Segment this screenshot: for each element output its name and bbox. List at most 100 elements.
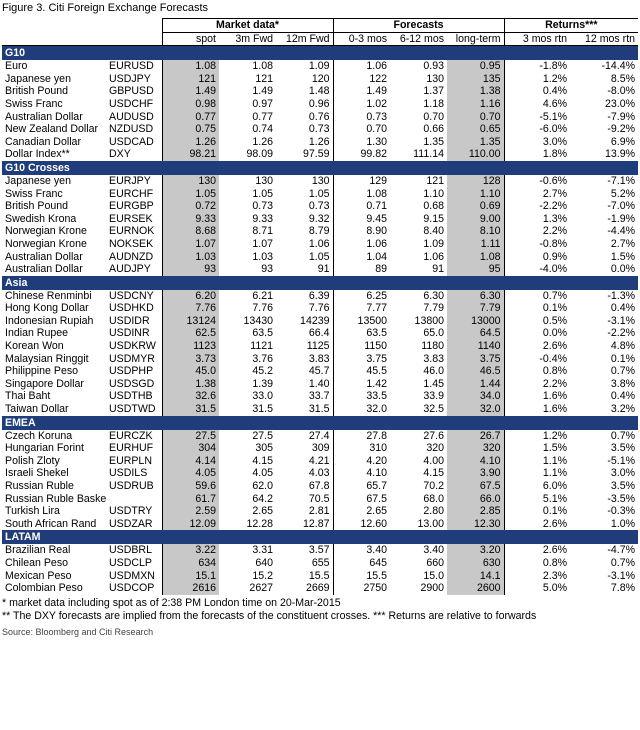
return-12-mos-cell: -7.1% (607, 174, 636, 187)
fwd-12m-cell: 130 (311, 174, 330, 187)
return-12-mos-cell: 1.0% (610, 517, 636, 530)
forecast-6-12-mos-cell: 91 (432, 263, 445, 276)
fwd-12m-cell: 27.4 (308, 429, 330, 442)
currency-name-cell: Swiss Franc (5, 187, 63, 200)
forecast-long-term-cell: 0.69 (447, 200, 505, 213)
ticker-cell: USDTHB (109, 390, 153, 403)
spot-cell: 2.59 (161, 505, 219, 518)
forecast-long-term-cell: 6.30 (447, 289, 505, 303)
ticker-cell: USDJPY (109, 72, 151, 85)
group-header-forecasts: Forecasts (332, 18, 505, 33)
fwd-12m-cell: 9.32 (308, 212, 330, 225)
ticker-cell: USDIDR (109, 314, 150, 327)
forecast-0-3-mos-cell: 13500 (332, 314, 391, 328)
forecast-6-12-mos-cell: 68.0 (423, 492, 445, 505)
forecast-6-12-mos-cell: 1.09 (423, 237, 445, 250)
return-12-mos-cell: 5.2% (610, 187, 636, 200)
spot-cell: 62.5 (161, 327, 219, 341)
table-row: Turkish Lira USDTRY 2.59 2.65 2.81 2.65 2.80 2.… (2, 505, 638, 518)
ticker-cell: AUDNZD (109, 250, 154, 263)
currency-name-cell: Swedish Krona (5, 212, 77, 225)
ticker-cell: EURPLN (109, 454, 152, 467)
currency-name-cell: South African Rand (5, 517, 97, 530)
ticker-cell: DXY (109, 148, 131, 161)
ticker-cell: USDCHF (109, 97, 154, 110)
fwd-12m-cell: 45.7 (308, 365, 330, 378)
currency-name-cell: Japanese yen (5, 174, 71, 187)
fwd-3m-cell: 98.09 (246, 148, 273, 161)
ticker-cell: EURCHF (109, 187, 154, 200)
ticker-cell: USDINR (109, 327, 150, 340)
forecast-0-3-mos-cell: 1.30 (332, 135, 391, 149)
forecast-0-3-mos-cell: 1.06 (332, 60, 391, 73)
spot-cell: 0.77 (161, 110, 219, 124)
group-header-row: Market data* Forecasts Returns*** (2, 18, 639, 33)
fwd-3m-cell: 8.71 (252, 225, 273, 238)
return-12-mos-cell: 6.9% (610, 135, 636, 148)
forecast-long-term-cell: 12.30 (447, 517, 505, 531)
fwd-3m-cell: 305 (255, 442, 273, 455)
return-3-mos-cell: 0.1% (503, 505, 571, 518)
currency-name-cell: Chinese Renminbi (5, 289, 92, 302)
fwd-12m-cell: 66.4 (308, 327, 330, 340)
section-header-row: Asia (2, 275, 639, 290)
return-3-mos-cell: -4.0% (503, 263, 571, 276)
fwd-3m-cell: 6.21 (252, 289, 273, 302)
fwd-12m-cell: 91 (317, 263, 330, 276)
table-row: Dollar Index** DXY 98.21 98.09 97.59 99.82 111… (2, 148, 638, 161)
spot-cell: 7.76 (161, 302, 219, 315)
table-row: Russian Ruble Basket 61.7 64.2 70.5 67.5 68.0… (2, 492, 638, 506)
forecast-6-12-mos-cell: 1.35 (423, 135, 445, 148)
fwd-12m-cell: 97.59 (303, 148, 330, 161)
ticker-cell: NOKSEK (109, 237, 154, 250)
footnotes: * market data including spot as of 2:38 … (2, 597, 536, 623)
spot-cell: 1.07 (161, 237, 219, 251)
return-12-mos-cell: -1.3% (607, 289, 636, 302)
table-row: Australian Dollar AUDNZD 1.03 1.03 1.05 1.04 1… (2, 250, 638, 264)
fwd-3m-cell: 3.76 (252, 352, 273, 365)
fwd-3m-cell: 0.77 (252, 110, 273, 123)
fwd-3m-cell: 33.0 (252, 390, 273, 403)
forecast-6-12-mos-cell: 1.45 (423, 377, 445, 390)
fwd-3m-cell: 1.07 (252, 237, 273, 250)
currency-name-cell: Australian Dollar (5, 263, 83, 276)
spot-cell: 2616 (161, 582, 219, 595)
spot-cell: 121 (161, 72, 219, 86)
fwd-3m-cell: 0.73 (252, 200, 273, 213)
group-header-returns: Returns*** (503, 18, 639, 33)
column-header-12-mos-rtn: 12 mos rtn (570, 31, 639, 47)
spot-cell: 0.72 (161, 200, 219, 213)
section-header: LATAM (2, 530, 639, 545)
fwd-3m-cell: 7.76 (252, 302, 273, 315)
currency-name-cell: Indonesian Rupiah (5, 314, 94, 327)
spot-cell: 6.20 (161, 289, 219, 303)
spot-cell: 1.26 (161, 135, 219, 149)
return-3-mos-cell: -2.2% (503, 200, 571, 213)
spot-cell: 9.33 (161, 212, 219, 226)
return-12-mos-cell: -7.9% (607, 110, 636, 123)
footnote-market-data: * market data including spot as of 2:38 … (2, 597, 341, 609)
return-3-mos-cell: 1.1% (503, 454, 571, 468)
return-3-mos-cell: 0.8% (503, 365, 571, 378)
forecast-6-12-mos-cell: 3.83 (423, 352, 445, 365)
currency-name-cell: Dollar Index** (5, 148, 70, 161)
forecast-6-12-mos-cell: 8.40 (423, 225, 445, 238)
currency-name-cell: Taiwan Dollar (5, 403, 69, 416)
forecast-long-term-cell: 0.65 (447, 123, 505, 136)
fwd-3m-cell: 9.33 (252, 212, 273, 225)
forecast-6-12-mos-cell: 1180 (421, 340, 445, 353)
forecast-long-term-cell: 1.16 (447, 97, 505, 111)
spot-cell: 98.21 (161, 148, 219, 161)
currency-name-cell: Brazilian Real (5, 544, 71, 557)
fwd-3m-cell: 12.28 (246, 517, 273, 530)
table-row: Japanese yen EURJPY 130 130 130 129 121 128 -0.6… (2, 174, 638, 188)
forecast-0-3-mos-cell: 4.10 (332, 467, 391, 480)
column-header-long-term: long-term (447, 31, 505, 47)
spot-cell: 1123 (161, 340, 219, 353)
currency-name-cell: Hungarian Forint (5, 442, 84, 455)
return-12-mos-cell: 1.5% (610, 250, 636, 263)
return-3-mos-cell: -0.8% (503, 237, 571, 251)
forecast-6-12-mos-cell: 7.79 (423, 302, 445, 315)
currency-name-cell: Polish Zloty (5, 454, 60, 467)
currency-name-cell: British Pound (5, 200, 69, 213)
